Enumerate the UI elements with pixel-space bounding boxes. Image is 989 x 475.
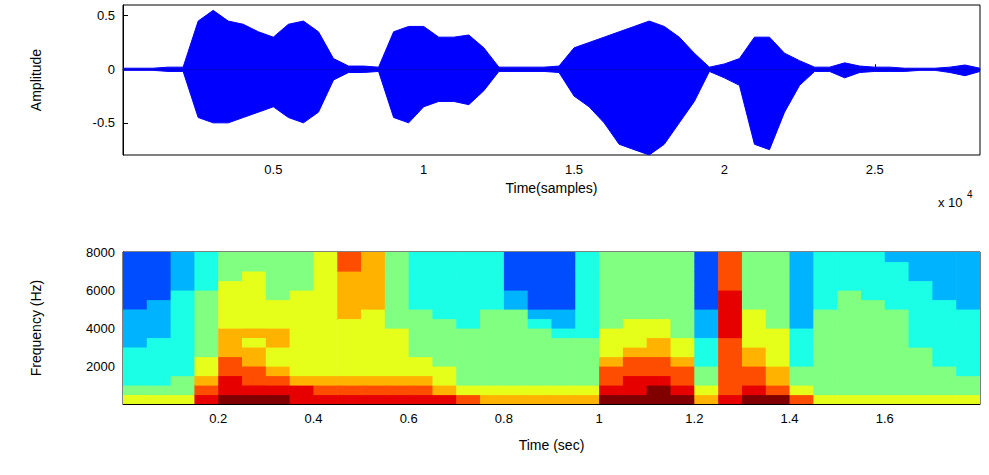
svg-text:2.5: 2.5 bbox=[866, 162, 884, 177]
svg-text:0.5: 0.5 bbox=[97, 8, 115, 23]
svg-text:0: 0 bbox=[108, 62, 115, 77]
svg-text:x 10: x 10 bbox=[938, 195, 963, 210]
svg-text:1.6: 1.6 bbox=[876, 411, 894, 426]
svg-text:1: 1 bbox=[420, 162, 427, 177]
svg-text:0.4: 0.4 bbox=[304, 411, 322, 426]
svg-text:0.2: 0.2 bbox=[209, 411, 227, 426]
svg-text:8000: 8000 bbox=[86, 245, 115, 260]
svg-text:0.6: 0.6 bbox=[400, 411, 418, 426]
svg-text:Time(samples): Time(samples) bbox=[505, 180, 597, 196]
svg-text:4: 4 bbox=[967, 189, 973, 200]
svg-text:Frequency (Hz): Frequency (Hz) bbox=[28, 280, 44, 376]
svg-text:2000: 2000 bbox=[86, 359, 115, 374]
svg-text:6000: 6000 bbox=[86, 283, 115, 298]
svg-text:0.5: 0.5 bbox=[264, 162, 282, 177]
svg-text:1.2: 1.2 bbox=[685, 411, 703, 426]
svg-text:1.4: 1.4 bbox=[781, 411, 799, 426]
svg-text:Amplitude: Amplitude bbox=[28, 49, 44, 111]
svg-text:4000: 4000 bbox=[86, 321, 115, 336]
svg-text:Time (sec): Time (sec) bbox=[519, 437, 585, 453]
svg-text:-0.5: -0.5 bbox=[93, 115, 115, 130]
svg-text:1: 1 bbox=[595, 411, 602, 426]
svg-text:1.5: 1.5 bbox=[565, 162, 583, 177]
svg-text:0.8: 0.8 bbox=[495, 411, 513, 426]
svg-text:2: 2 bbox=[721, 162, 728, 177]
